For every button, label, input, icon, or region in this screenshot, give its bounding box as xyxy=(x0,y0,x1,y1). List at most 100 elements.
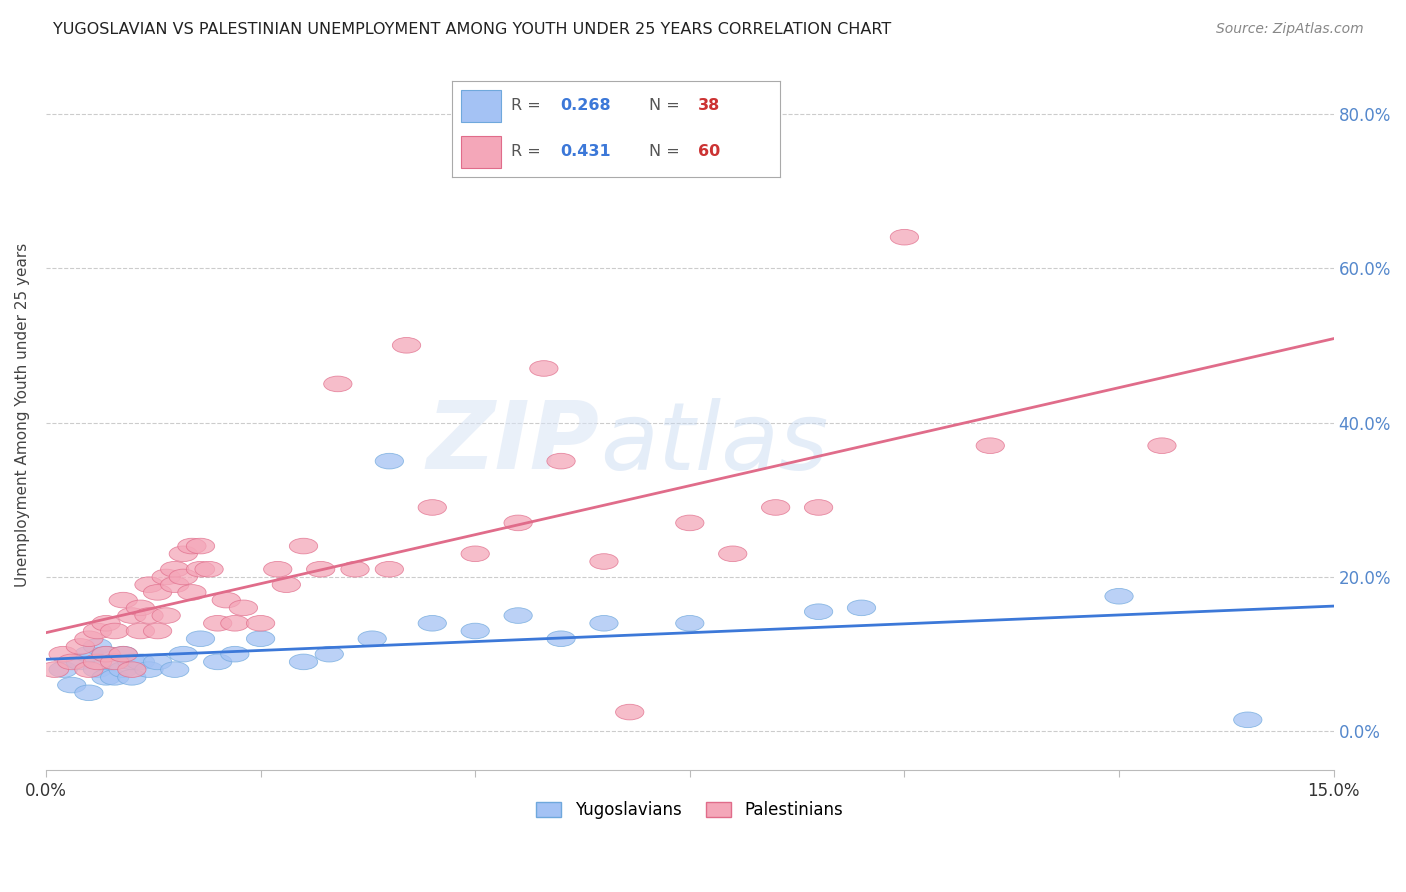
Ellipse shape xyxy=(848,600,876,615)
Ellipse shape xyxy=(804,500,832,516)
Ellipse shape xyxy=(58,654,86,670)
Ellipse shape xyxy=(547,453,575,469)
Ellipse shape xyxy=(169,569,197,585)
Ellipse shape xyxy=(187,538,215,554)
Text: YUGOSLAVIAN VS PALESTINIAN UNEMPLOYMENT AMONG YOUTH UNDER 25 YEARS CORRELATION C: YUGOSLAVIAN VS PALESTINIAN UNEMPLOYMENT … xyxy=(53,22,891,37)
Ellipse shape xyxy=(110,662,138,677)
Ellipse shape xyxy=(135,662,163,677)
Ellipse shape xyxy=(718,546,747,562)
Ellipse shape xyxy=(187,561,215,577)
Ellipse shape xyxy=(143,584,172,600)
Ellipse shape xyxy=(135,607,163,624)
Ellipse shape xyxy=(340,561,370,577)
Ellipse shape xyxy=(169,647,197,662)
Ellipse shape xyxy=(221,647,249,662)
Ellipse shape xyxy=(127,600,155,615)
Ellipse shape xyxy=(160,577,188,592)
Ellipse shape xyxy=(273,577,301,592)
Text: atlas: atlas xyxy=(600,398,828,489)
Ellipse shape xyxy=(100,670,129,685)
Text: ZIP: ZIP xyxy=(427,397,600,489)
Ellipse shape xyxy=(676,515,704,531)
Ellipse shape xyxy=(212,592,240,608)
Ellipse shape xyxy=(118,654,146,670)
Legend: Yugoslavians, Palestinians: Yugoslavians, Palestinians xyxy=(530,794,851,826)
Ellipse shape xyxy=(375,453,404,469)
Ellipse shape xyxy=(75,647,103,662)
Ellipse shape xyxy=(91,670,121,685)
Ellipse shape xyxy=(204,615,232,632)
Ellipse shape xyxy=(204,654,232,670)
Ellipse shape xyxy=(118,670,146,685)
Ellipse shape xyxy=(152,569,180,585)
Ellipse shape xyxy=(503,515,533,531)
Ellipse shape xyxy=(177,584,207,600)
Ellipse shape xyxy=(66,654,94,670)
Ellipse shape xyxy=(169,546,197,562)
Ellipse shape xyxy=(461,624,489,639)
Ellipse shape xyxy=(589,554,619,569)
Ellipse shape xyxy=(418,500,447,516)
Ellipse shape xyxy=(83,639,111,654)
Ellipse shape xyxy=(75,662,103,677)
Ellipse shape xyxy=(315,647,343,662)
Ellipse shape xyxy=(976,438,1004,453)
Ellipse shape xyxy=(263,561,292,577)
Ellipse shape xyxy=(307,561,335,577)
Ellipse shape xyxy=(91,615,121,632)
Ellipse shape xyxy=(91,647,121,662)
Ellipse shape xyxy=(143,654,172,670)
Ellipse shape xyxy=(118,607,146,624)
Ellipse shape xyxy=(100,654,129,670)
Ellipse shape xyxy=(530,360,558,376)
Ellipse shape xyxy=(160,662,188,677)
Ellipse shape xyxy=(221,615,249,632)
Ellipse shape xyxy=(229,600,257,615)
Ellipse shape xyxy=(83,624,111,639)
Ellipse shape xyxy=(49,662,77,677)
Ellipse shape xyxy=(83,662,111,677)
Ellipse shape xyxy=(127,624,155,639)
Ellipse shape xyxy=(323,376,352,392)
Ellipse shape xyxy=(1233,712,1263,728)
Ellipse shape xyxy=(290,654,318,670)
Ellipse shape xyxy=(160,561,188,577)
Ellipse shape xyxy=(676,615,704,632)
Ellipse shape xyxy=(589,615,619,632)
Ellipse shape xyxy=(135,577,163,592)
Ellipse shape xyxy=(58,677,86,693)
Ellipse shape xyxy=(762,500,790,516)
Ellipse shape xyxy=(83,654,111,670)
Ellipse shape xyxy=(187,631,215,647)
Ellipse shape xyxy=(127,654,155,670)
Ellipse shape xyxy=(616,705,644,720)
Ellipse shape xyxy=(100,654,129,670)
Ellipse shape xyxy=(75,631,103,647)
Ellipse shape xyxy=(246,631,274,647)
Ellipse shape xyxy=(143,624,172,639)
Text: Source: ZipAtlas.com: Source: ZipAtlas.com xyxy=(1216,22,1364,37)
Ellipse shape xyxy=(1105,589,1133,604)
Ellipse shape xyxy=(290,538,318,554)
Ellipse shape xyxy=(49,647,77,662)
Ellipse shape xyxy=(91,647,121,662)
Ellipse shape xyxy=(503,607,533,624)
Ellipse shape xyxy=(890,229,918,245)
Ellipse shape xyxy=(118,662,146,677)
Ellipse shape xyxy=(804,604,832,620)
Ellipse shape xyxy=(152,607,180,624)
Ellipse shape xyxy=(75,685,103,700)
Ellipse shape xyxy=(110,647,138,662)
Ellipse shape xyxy=(359,631,387,647)
Ellipse shape xyxy=(66,639,94,654)
Ellipse shape xyxy=(418,615,447,632)
Ellipse shape xyxy=(547,631,575,647)
Ellipse shape xyxy=(110,592,138,608)
Ellipse shape xyxy=(246,615,274,632)
Ellipse shape xyxy=(392,337,420,353)
Ellipse shape xyxy=(1147,438,1175,453)
Ellipse shape xyxy=(461,546,489,562)
Ellipse shape xyxy=(195,561,224,577)
Ellipse shape xyxy=(41,662,69,677)
Ellipse shape xyxy=(375,561,404,577)
